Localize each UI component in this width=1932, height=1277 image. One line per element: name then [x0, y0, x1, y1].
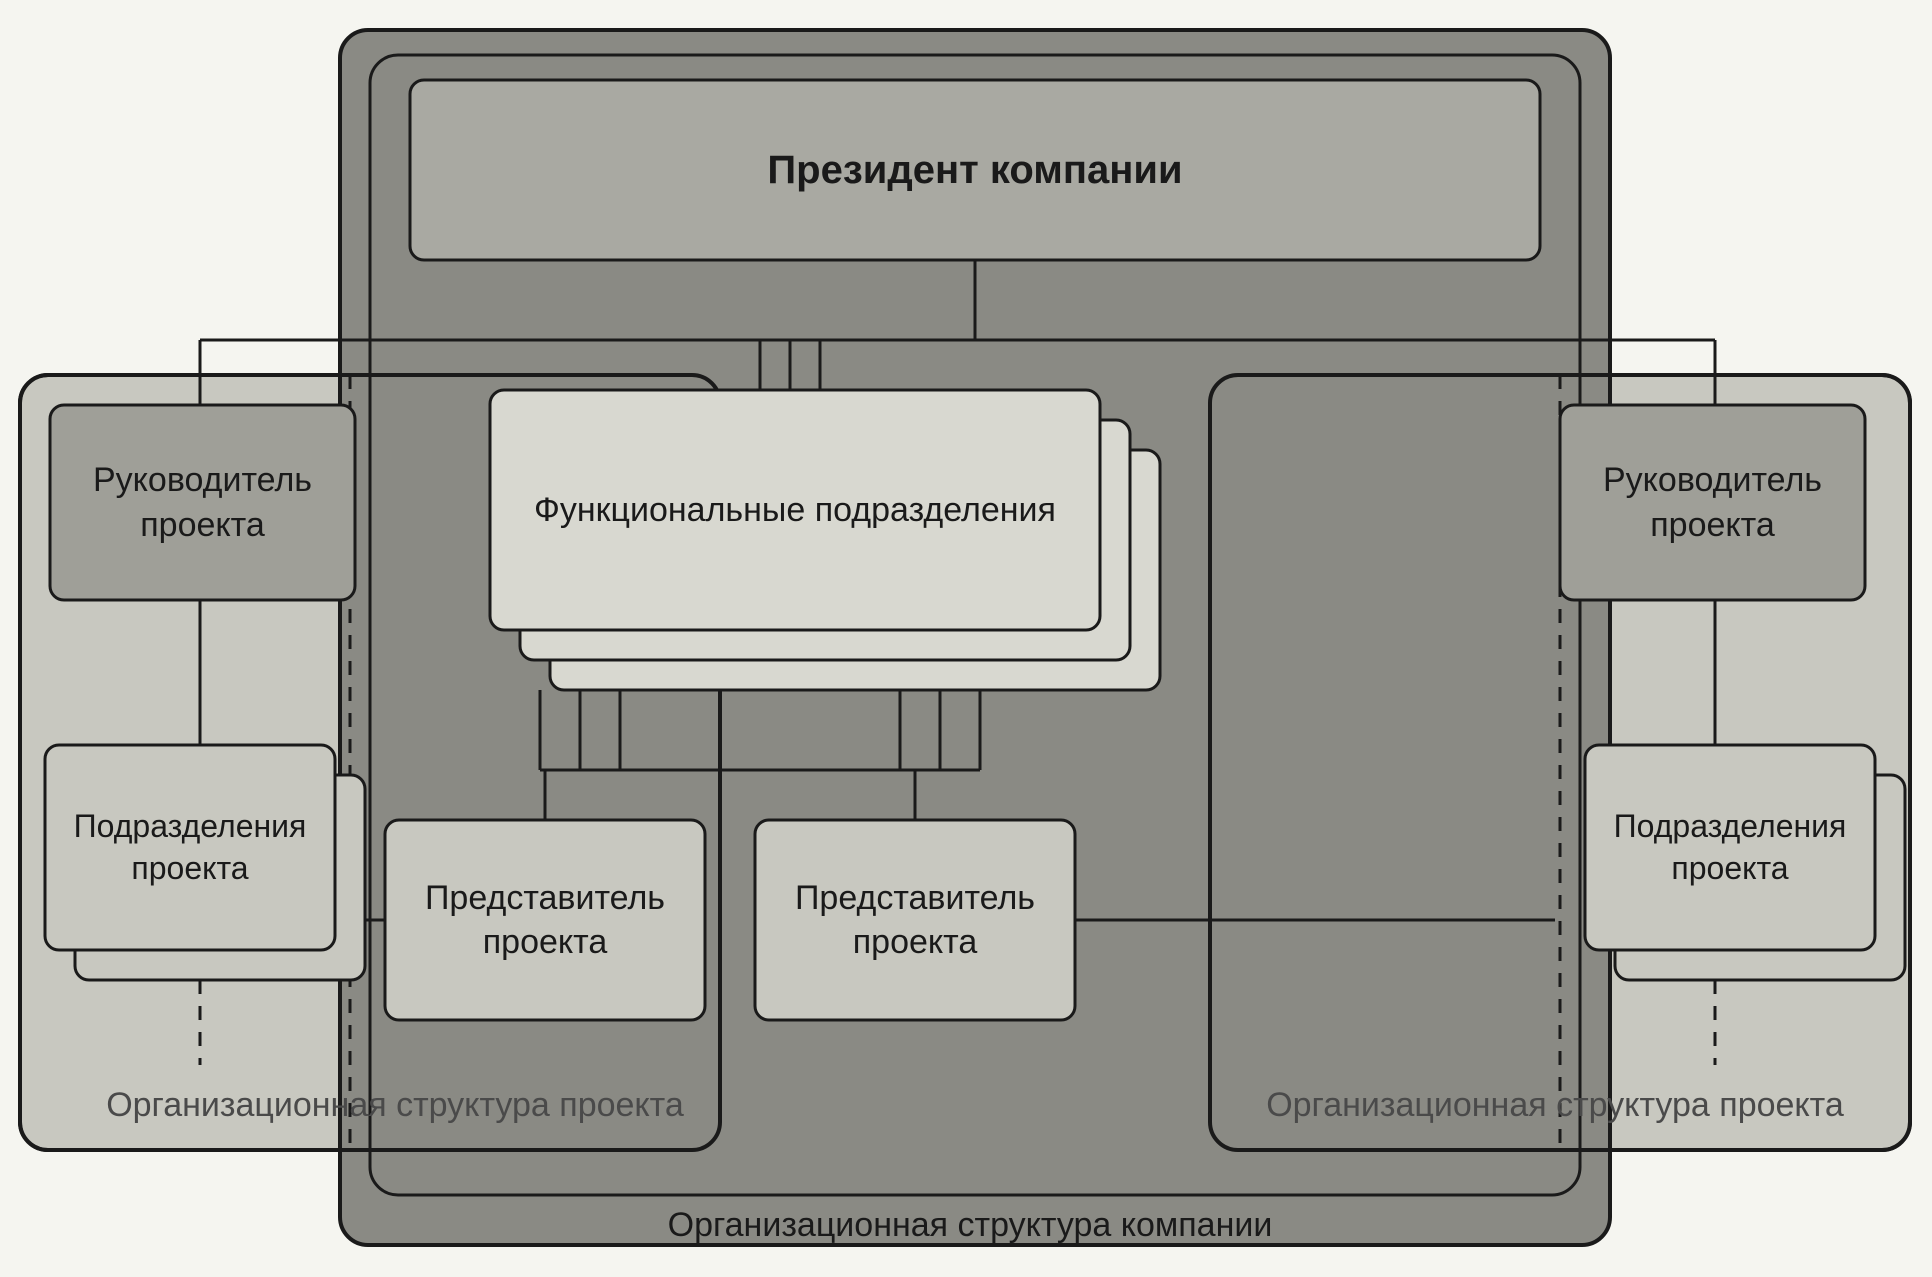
- rep-right-label: Представитель проекта: [755, 820, 1075, 1020]
- caption-right: Организационная структура проекта: [1230, 1080, 1880, 1130]
- units-left-label: Подразделения проекта: [45, 745, 335, 950]
- rep-left-label: Представитель проекта: [385, 820, 705, 1020]
- pm-right-label: Руководитель проекта: [1560, 405, 1865, 600]
- org-structure-diagram: Президент компании Функциональные подразд…: [0, 0, 1932, 1272]
- units-right-label: Подразделения проекта: [1585, 745, 1875, 950]
- caption-left: Организационная структура проекта: [70, 1080, 720, 1130]
- functional-label: Функциональные подразделения: [490, 390, 1100, 630]
- pm-left-label: Руководитель проекта: [50, 405, 355, 600]
- caption-company: Организационная структура компании: [480, 1200, 1460, 1250]
- president-label: Президент компании: [410, 80, 1540, 260]
